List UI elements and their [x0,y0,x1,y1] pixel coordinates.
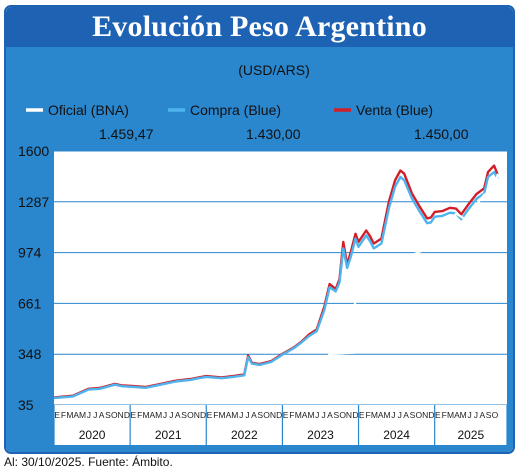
month-tick-label: J [169,410,173,420]
month-tick-label: O [339,410,346,420]
month-tick-label: M [219,410,226,420]
legend-label: Oficial (BNA) [48,102,129,118]
month-tick-label: A [175,410,181,420]
month-tick-label: J [398,410,402,420]
y-tick-label: 661 [18,295,42,311]
month-tick-label: J [163,410,167,420]
year-tick-label: 2022 [231,428,258,442]
month-tick-label: M [295,410,302,420]
month-tick-label: E [54,410,60,420]
month-tick-label: S [410,410,416,420]
y-tick-label: 1287 [18,194,49,210]
month-tick-label: J [467,410,471,420]
month-tick-label: M [307,410,314,420]
month-tick-label: A [327,410,333,420]
source-caption: Al: 30/10/2025. Fuente: Ámbito. [4,455,173,469]
month-tick-label: J [245,410,249,420]
month-tick-label: N [194,410,200,420]
month-tick-label: M [142,410,149,420]
month-tick-label: M [371,410,378,420]
y-tick-label: 348 [18,346,42,362]
month-tick-label: N [118,410,124,420]
month-tick-label: N [346,410,352,420]
month-tick-label: M [155,410,162,420]
unit-label: (USD/ARS) [238,62,310,78]
month-tick-label: J [315,410,319,420]
month-tick-label: F [365,410,370,420]
year-tick-label: 2023 [307,428,334,442]
plot-area [54,151,507,405]
month-tick-label: A [226,410,232,420]
month-band [54,405,507,423]
month-tick-label: O [263,410,270,420]
month-tick-label: E [207,410,213,420]
month-tick-label: F [213,410,218,420]
month-tick-label: O [111,410,118,420]
month-tick-label: M [384,410,391,420]
month-tick-label: D [124,410,130,420]
month-tick-label: M [460,410,467,420]
month-tick-label: J [321,410,325,420]
month-tick-label: J [87,410,91,420]
series-last-value: 1.459,47 [99,126,154,142]
year-tick-label: 2024 [383,428,410,442]
month-tick-label: M [66,410,73,420]
month-tick-label: A [454,410,460,420]
month-tick-label: S [257,410,263,420]
month-tick-label: N [422,410,428,420]
month-tick-label: J [391,410,395,420]
month-tick-label: A [302,410,308,420]
y-tick-label: 35 [18,397,34,413]
y-tick-label: 974 [18,245,42,261]
month-tick-label: E [359,410,365,420]
chart-frame: Evolución Peso Argentino 1600 1287 974 661 3… [4,5,515,454]
month-tick-label: M [231,410,238,420]
y-tick-label: 1600 [18,143,49,159]
month-tick-label: D [428,410,434,420]
month-tick-label: A [149,410,155,420]
month-tick-label: J [474,410,478,420]
title-banner: Evolución Peso Argentino [6,7,513,47]
month-tick-label: J [239,410,243,420]
month-tick-label: E [130,410,136,420]
month-tick-label: A [251,410,257,420]
year-tick-label: 2021 [155,428,182,442]
legend-label: Compra (Blue) [190,102,281,118]
month-tick-label: S [105,410,111,420]
month-tick-label: M [447,410,454,420]
month-tick-label: N [270,410,276,420]
legend-label: Venta (Blue) [356,102,433,118]
series-last-value: 1.450,00 [414,126,469,142]
line-chart: 1600 1287 974 661 348 35 (USD/ARS) Oficial (BNA… [18,62,508,445]
year-band [54,423,507,445]
month-tick-label: M [79,410,86,420]
series-last-value: 1.430,00 [246,126,301,142]
month-tick-label: J [93,410,97,420]
month-tick-label: S [486,410,492,420]
month-tick-label: F [442,410,447,420]
month-tick-label: D [200,410,206,420]
year-tick-label: 2020 [79,428,106,442]
month-tick-label: F [137,410,142,420]
month-tick-label: O [415,410,422,420]
month-tick-label: A [403,410,409,420]
chart-title: Evolución Peso Argentino [92,10,427,43]
month-tick-label: A [73,410,79,420]
month-tick-label: F [61,410,66,420]
year-tick-label: 2025 [457,428,484,442]
month-tick-label: O [187,410,194,420]
month-tick-label: E [283,410,289,420]
chart-panel: 1600 1287 974 661 348 35 (USD/ARS) Oficial (BNA… [6,47,513,452]
month-tick-label: A [479,410,485,420]
month-tick-label: S [333,410,339,420]
month-tick-label: D [276,410,282,420]
month-tick-label: E [435,410,441,420]
month-tick-label: O [492,410,499,420]
month-tick-label: F [289,410,294,420]
month-tick-label: A [378,410,384,420]
month-tick-label: S [181,410,187,420]
month-tick-label: D [352,410,358,420]
month-tick-label: A [99,410,105,420]
